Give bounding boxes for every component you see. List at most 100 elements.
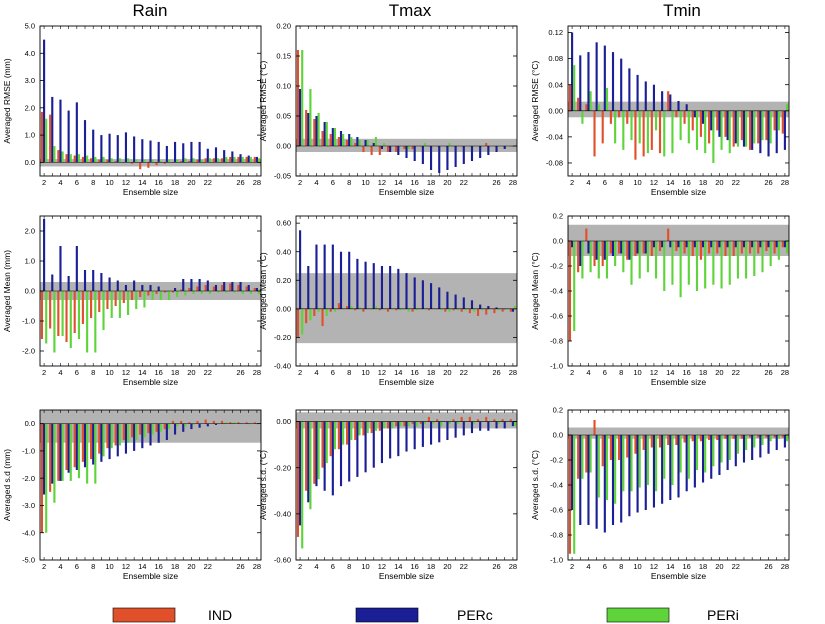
bar-peri <box>663 241 666 291</box>
x-tick-label: 14 <box>394 368 402 377</box>
bar-perc <box>454 294 457 309</box>
bar-perc <box>149 140 152 163</box>
bar-perc <box>669 241 672 248</box>
bar-perc <box>124 132 128 163</box>
bar-perc <box>116 135 119 163</box>
bar-peri <box>671 110 674 154</box>
bar-peri <box>597 435 600 498</box>
bar-peri <box>69 154 72 163</box>
bar-perc <box>710 435 713 479</box>
bar-perc <box>307 266 310 309</box>
bar-ind <box>716 241 719 254</box>
bar-peri <box>399 308 402 311</box>
bar-peri <box>745 435 748 450</box>
x-tick-label: 8 <box>347 562 351 571</box>
x-axis-label: Ensemble size <box>651 571 707 581</box>
y-tick-label: 0.04 <box>548 80 563 89</box>
y-tick-label: -0.8 <box>550 337 563 346</box>
y-tick-label: 2.0 <box>25 227 35 236</box>
bar-perc <box>397 421 400 457</box>
bar-peri <box>159 291 162 300</box>
bar-perc <box>669 435 672 500</box>
bar-ind <box>732 241 735 256</box>
y-tick-label: 0.60 <box>276 219 291 228</box>
bar-ind <box>130 423 134 438</box>
bar-peri <box>473 421 476 424</box>
bar-peri <box>605 435 609 500</box>
bar-perc <box>372 263 375 309</box>
bar-perc <box>470 146 474 161</box>
bar-ind <box>427 416 430 422</box>
bar-ind <box>683 241 686 254</box>
x-tick-label: 22 <box>460 368 468 377</box>
bar-perc <box>239 282 242 291</box>
bar-ind <box>362 421 365 436</box>
bar-peri <box>473 308 476 312</box>
x-tick-label: 16 <box>155 368 163 377</box>
x-tick-label: 2 <box>42 368 46 377</box>
y-tick-label: 0.40 <box>276 247 291 256</box>
bar-perc <box>438 421 441 443</box>
bar-perc <box>397 146 400 155</box>
bar-perc <box>214 147 218 163</box>
bar-perc <box>389 421 392 459</box>
y-tick-label: -0.08 <box>546 159 563 168</box>
bar-ind <box>329 308 332 312</box>
y-tick-label: -0.60 <box>274 556 291 565</box>
bar-perc <box>108 277 111 291</box>
bar-ind <box>683 435 686 443</box>
bar-peri <box>630 241 633 285</box>
bar-ind <box>188 161 191 163</box>
bar-perc <box>141 423 144 449</box>
bar-ind <box>313 421 316 484</box>
bar-perc <box>206 148 209 163</box>
bar-perc <box>157 286 160 291</box>
bar-perc <box>710 241 713 248</box>
bar-peri <box>513 421 517 427</box>
bar-perc <box>255 156 258 163</box>
bar-ind <box>180 420 183 424</box>
bar-perc <box>775 435 778 450</box>
bar-perc <box>364 140 367 146</box>
bar-perc <box>190 423 193 430</box>
bar-perc <box>247 155 250 163</box>
bar-ind <box>204 285 207 291</box>
y-tick-label: -0.6 <box>550 312 563 321</box>
bar-perc <box>59 99 62 163</box>
bar-perc <box>661 91 664 111</box>
x-tick-label: 12 <box>650 178 658 187</box>
bar-ind <box>601 110 604 144</box>
bar-ind <box>601 241 604 266</box>
bar-ind <box>626 435 629 458</box>
bar-perc <box>92 270 95 291</box>
bar-peri <box>94 423 97 484</box>
bar-peri <box>151 423 154 435</box>
bar-perc <box>767 241 770 248</box>
bar-perc <box>307 113 310 146</box>
bar-perc <box>462 146 465 164</box>
bar-peri <box>143 291 146 308</box>
y-tick-label: -1.0 <box>22 317 35 326</box>
x-tick-label: 4 <box>314 562 318 571</box>
bar-peri <box>679 241 682 298</box>
bar-perc <box>141 139 144 163</box>
bar-ind <box>81 156 84 163</box>
bar-ind <box>313 308 316 316</box>
y-tick-label: -1.0 <box>22 447 35 456</box>
bar-ind <box>378 146 381 155</box>
x-tick-label: 20 <box>187 368 195 377</box>
bar-ind <box>675 241 678 251</box>
bar-peri <box>573 435 576 554</box>
bar-perc <box>611 52 615 111</box>
bar-peri <box>358 140 361 146</box>
column-title-tmax: Tmax <box>389 1 432 20</box>
x-tick-label: 22 <box>732 368 740 377</box>
bar-perc <box>108 133 111 163</box>
bar-ind <box>98 291 101 312</box>
panel-3: 0.12 0.08 0.04 0.00 -0.04 -0.08 2 4 6 8 10 12 14 16 18… <box>530 25 790 197</box>
bar-peri <box>777 110 780 131</box>
bar-peri <box>309 89 312 146</box>
bar-peri <box>456 308 459 311</box>
bar-ind <box>204 158 207 163</box>
bar-perc <box>380 266 384 309</box>
